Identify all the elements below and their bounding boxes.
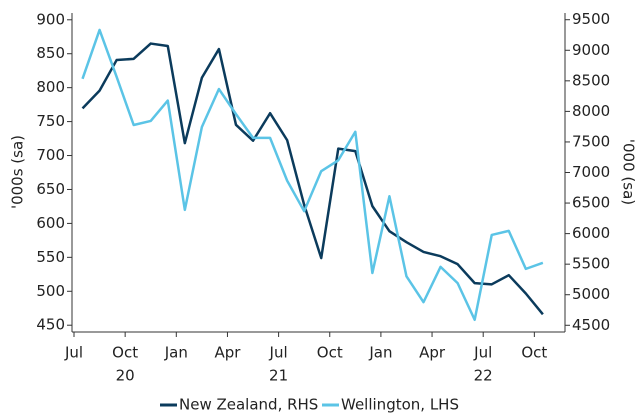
x-tick-label: Apr	[214, 344, 241, 362]
y-tick-label: 700	[36, 146, 65, 164]
y2-tick-label: 5500	[572, 255, 610, 273]
y2-tick-label: 7500	[572, 132, 610, 150]
y2-axis-label: '000 (sa)	[620, 139, 638, 205]
y-tick-label: 650	[36, 180, 65, 198]
x-tick-label: Oct	[317, 344, 343, 362]
x-tick-label: Jul	[64, 344, 83, 362]
x-tick-label: Jul	[473, 344, 492, 362]
y2-tick-label: 5000	[572, 285, 610, 303]
year-label: 21	[269, 367, 288, 385]
y-axis-label: '000s (sa)	[9, 135, 27, 209]
legend-label: Wellington, LHS	[341, 396, 459, 414]
y-tick-label: 800	[36, 78, 65, 96]
y-tick-label: 550	[36, 248, 65, 266]
x-tick-label: Oct	[521, 344, 547, 362]
x-tick-label: Jul	[269, 344, 288, 362]
y2-tick-label: 6000	[572, 224, 610, 242]
legend-label: New Zealand, RHS	[179, 396, 318, 414]
y-tick-label: 500	[36, 282, 65, 300]
y2-tick-label: 9000	[572, 41, 610, 59]
y2-tick-label: 8500	[572, 71, 610, 89]
x-tick-label: Jan	[368, 344, 392, 362]
y-tick-label: 900	[36, 10, 65, 28]
series-line	[81, 42, 544, 316]
y2-tick-label: 4500	[572, 316, 610, 334]
year-label: 22	[474, 367, 493, 385]
y-tick-label: 600	[36, 214, 65, 232]
series-line	[81, 28, 544, 322]
x-tick-label: Jan	[164, 344, 188, 362]
y2-tick-label: 8000	[572, 102, 610, 120]
year-label: 20	[116, 367, 135, 385]
y2-tick-label: 9500	[572, 10, 610, 28]
x-tick-label: Oct	[112, 344, 138, 362]
x-tick-label: Apr	[419, 344, 446, 362]
y-tick-label: 850	[36, 44, 65, 62]
y2-tick-label: 7000	[572, 163, 610, 181]
y-tick-label: 750	[36, 112, 65, 130]
y2-tick-label: 6500	[572, 194, 610, 212]
y-tick-label: 450	[36, 316, 65, 334]
